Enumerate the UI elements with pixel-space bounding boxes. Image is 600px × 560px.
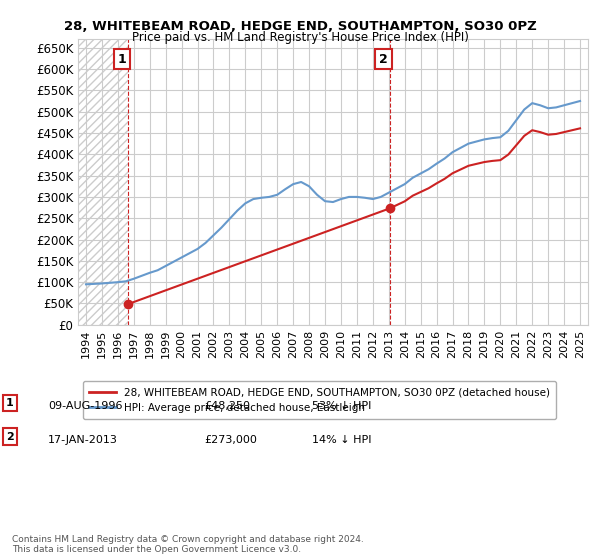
Text: £48,250: £48,250: [204, 401, 250, 411]
Text: 53% ↓ HPI: 53% ↓ HPI: [312, 401, 371, 411]
Text: 17-JAN-2013: 17-JAN-2013: [48, 435, 118, 445]
Legend: 28, WHITEBEAM ROAD, HEDGE END, SOUTHAMPTON, SO30 0PZ (detached house), HPI: Aver: 28, WHITEBEAM ROAD, HEDGE END, SOUTHAMPT…: [83, 381, 556, 419]
Text: Contains HM Land Registry data © Crown copyright and database right 2024.
This d: Contains HM Land Registry data © Crown c…: [12, 535, 364, 554]
Text: 1: 1: [6, 398, 14, 408]
Text: 09-AUG-1996: 09-AUG-1996: [48, 401, 122, 411]
Text: 1: 1: [118, 53, 127, 66]
Text: 2: 2: [379, 53, 388, 66]
Text: Price paid vs. HM Land Registry's House Price Index (HPI): Price paid vs. HM Land Registry's House …: [131, 31, 469, 44]
Text: 2: 2: [6, 432, 14, 442]
Text: 28, WHITEBEAM ROAD, HEDGE END, SOUTHAMPTON, SO30 0PZ: 28, WHITEBEAM ROAD, HEDGE END, SOUTHAMPT…: [64, 20, 536, 32]
Text: 14% ↓ HPI: 14% ↓ HPI: [312, 435, 371, 445]
Text: £273,000: £273,000: [204, 435, 257, 445]
